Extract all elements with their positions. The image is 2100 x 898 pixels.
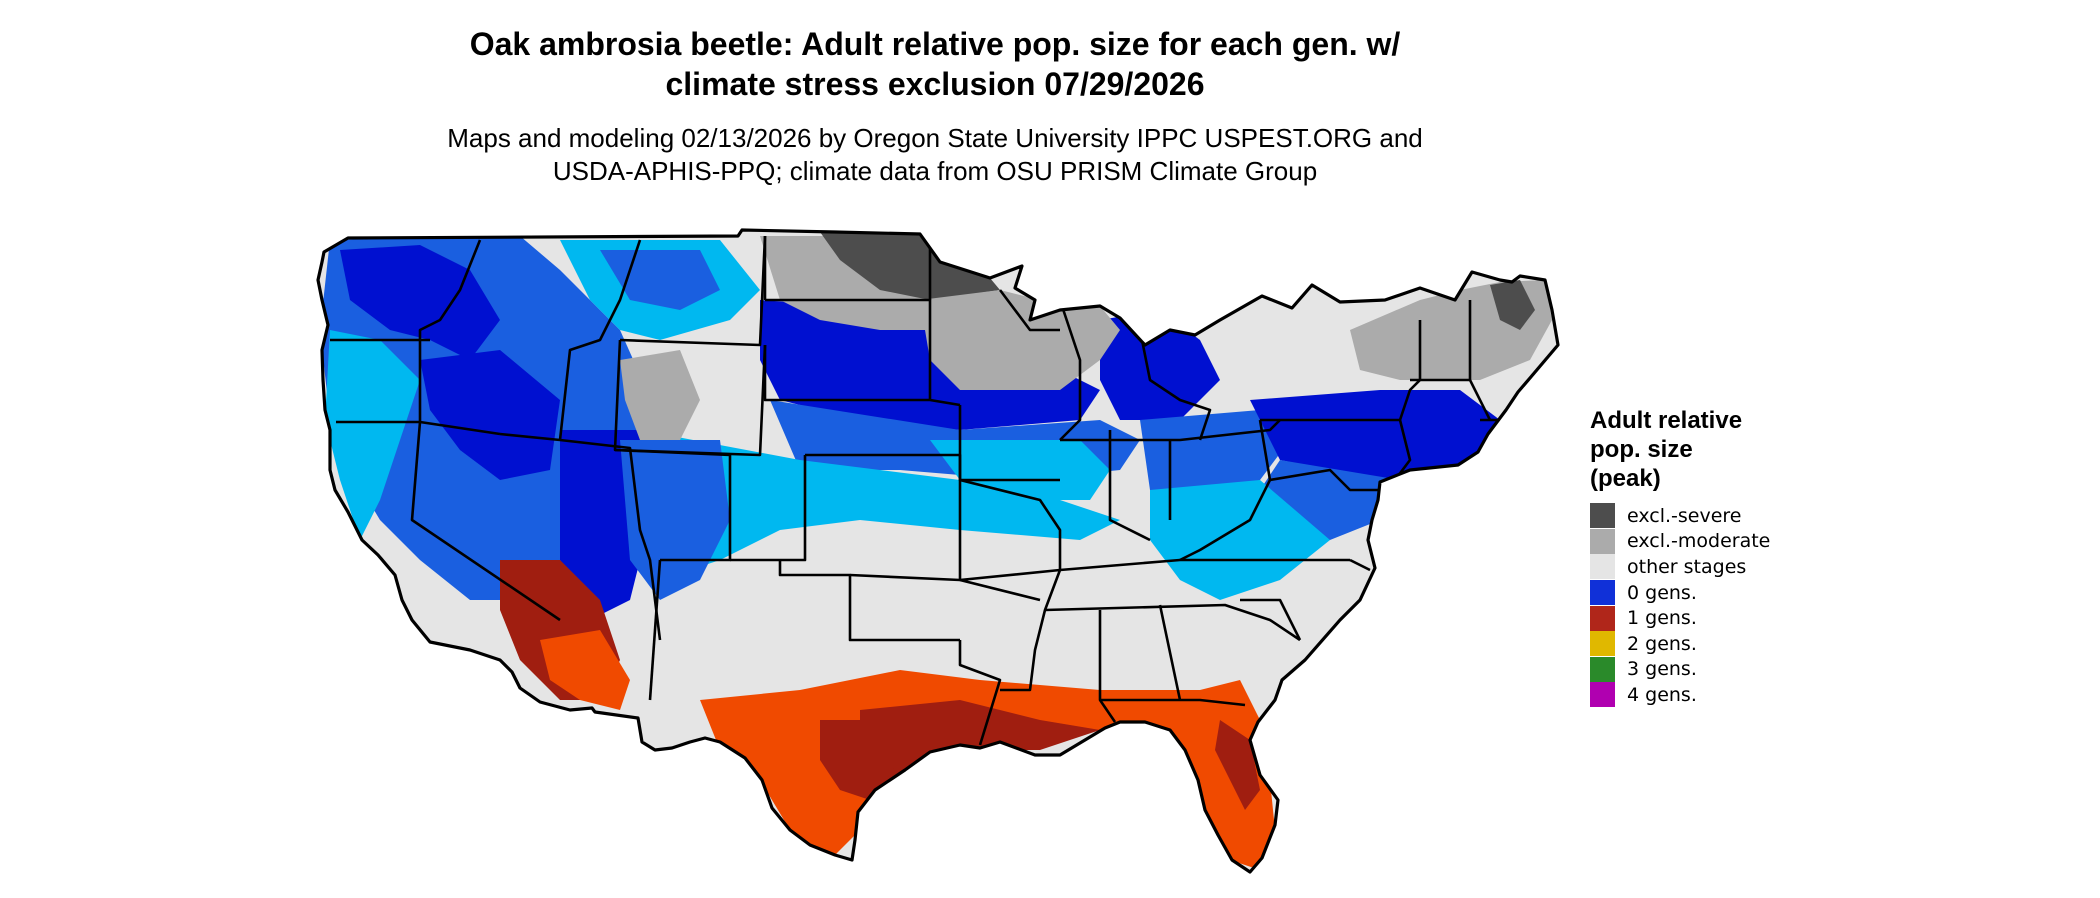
title-line-1: Oak ambrosia beetle: Adult relative pop.… bbox=[469, 26, 1401, 62]
region-wyoming-moderate bbox=[620, 350, 700, 440]
subtitle-line-2: USDA-APHIS-PPQ; climate data from OSU PR… bbox=[552, 156, 1318, 186]
legend-swatch bbox=[1590, 631, 1615, 657]
legend-label: 0 gens. bbox=[1627, 581, 1697, 604]
legend-label: other stages bbox=[1627, 555, 1747, 578]
legend-label: 4 gens. bbox=[1627, 683, 1697, 706]
region-southwest-orange bbox=[540, 630, 630, 710]
region-central-lightblue bbox=[640, 430, 1120, 580]
legend-swatch bbox=[1590, 554, 1615, 580]
legend-swatch bbox=[1590, 605, 1615, 631]
region-lightblue-west bbox=[325, 330, 420, 540]
legend-title-line-3: (peak) bbox=[1590, 465, 1661, 492]
region-wisconsin-moderate bbox=[920, 290, 1120, 390]
region-appalachia-lightblue bbox=[1150, 480, 1330, 600]
legend-swatch bbox=[1590, 528, 1615, 554]
region-greatlakes-darkblue bbox=[1100, 310, 1220, 420]
region-maine-severe bbox=[1490, 280, 1535, 330]
legend-label: excl.-severe bbox=[1627, 504, 1742, 527]
legend-item: other stages bbox=[1590, 554, 1810, 580]
region-texas-darkred bbox=[820, 720, 900, 800]
legend-item: excl.-severe bbox=[1590, 503, 1810, 529]
map-title: Oak ambrosia beetle: Adult relative pop.… bbox=[0, 24, 1870, 104]
region-montana-blue bbox=[600, 250, 720, 310]
legend-label: 3 gens. bbox=[1627, 658, 1697, 681]
region-northeast-darkblue bbox=[1250, 390, 1500, 480]
legend-item: 3 gens. bbox=[1590, 656, 1810, 683]
legend-label: 2 gens. bbox=[1627, 632, 1697, 655]
legend-item: 2 gens. bbox=[1590, 631, 1810, 657]
legend-swatch bbox=[1590, 682, 1615, 708]
map-subtitle: Maps and modeling 02/13/2026 by Oregon S… bbox=[0, 122, 1870, 188]
region-minnesota-severe bbox=[820, 232, 1000, 300]
legend-swatch bbox=[1590, 580, 1615, 606]
legend-item: excl.-moderate bbox=[1590, 528, 1810, 555]
title-line-2: climate stress exclusion 07/29/2026 bbox=[665, 66, 1205, 102]
legend-label: excl.-moderate bbox=[1627, 530, 1771, 553]
legend-title: Adult relative pop. size (peak) bbox=[1590, 406, 1810, 493]
legend-swatch bbox=[1590, 503, 1615, 529]
legend-item: 1 gens. bbox=[1590, 605, 1810, 631]
subtitle-line-1: Maps and modeling 02/13/2026 by Oregon S… bbox=[447, 123, 1423, 153]
region-northwest-darkblue bbox=[340, 245, 500, 360]
legend-item: 4 gens. bbox=[1590, 682, 1810, 708]
state-borders bbox=[330, 230, 1500, 746]
legend: Adult relative pop. size (peak) excl.-se… bbox=[1590, 406, 1810, 708]
legend-item: 0 gens. bbox=[1590, 580, 1810, 606]
legend-swatch bbox=[1590, 656, 1615, 682]
legend-label: 1 gens. bbox=[1627, 607, 1697, 630]
legend-title-line-2: pop. size bbox=[1590, 436, 1693, 463]
us-map bbox=[316, 228, 1560, 874]
legend-title-line-1: Adult relative bbox=[1590, 407, 1743, 434]
region-florida-darkred bbox=[1215, 720, 1260, 810]
region-idaho-darkblue bbox=[420, 350, 560, 480]
